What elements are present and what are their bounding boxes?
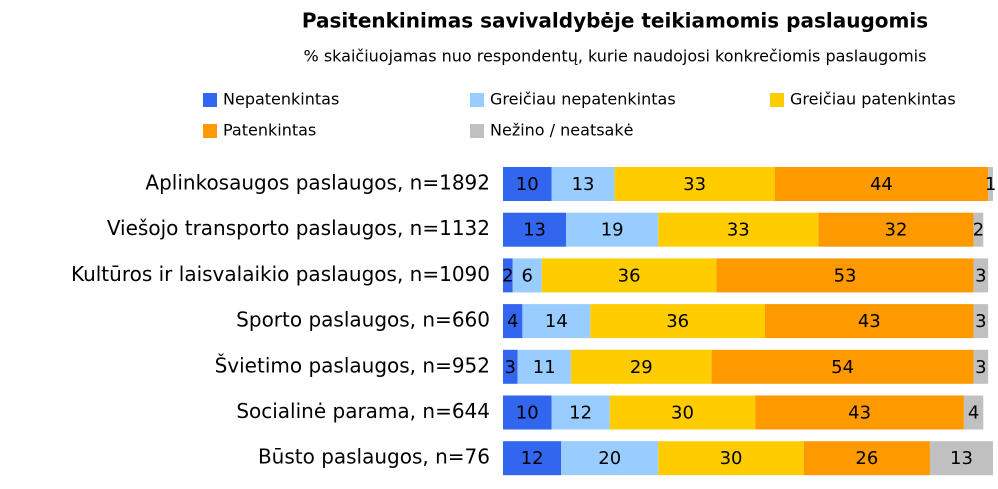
bar-segment [774,167,989,201]
bar-segment [566,212,659,247]
legend-label: Patenkintas [223,121,316,140]
value-label: 3 [505,357,516,378]
legend-label: Greičiau patenkintas [790,90,956,109]
bar-segment [818,212,974,247]
value-label: 4 [507,311,518,332]
value-label: 29 [630,357,653,378]
bar-segment [551,395,610,430]
value-label: 3 [975,357,986,378]
bar-segment [988,167,993,201]
value-label: 14 [545,311,568,332]
bar-segment [503,258,513,293]
bar-segment [711,349,974,384]
bar-segment [541,258,717,293]
bar-segment [551,167,615,201]
value-label: 2 [973,220,984,241]
bar-segment [973,258,989,293]
bar-segment [561,441,659,476]
category-label: Sporto paslaugos, n=660 [236,308,490,332]
bar-segment [590,304,765,339]
value-label: 13 [950,448,973,469]
bar-segment [973,212,984,247]
legend-swatch [770,93,784,107]
legend-label: Nežino / neatsakė [490,121,633,140]
value-label: 2 [502,265,513,286]
chart-subtitle: % skaičiuojamas nuo respondentų, kurie n… [304,47,927,66]
bar-segment [503,395,552,430]
bar-segment [522,304,591,339]
legend-swatch [470,124,484,138]
chart-title: Pasitenkinimas savivaldybėje teikiamomis… [302,9,928,33]
value-label: 11 [533,357,556,378]
category-label: Kultūros ir laisvalaikio paslaugos, n=10… [71,262,490,286]
value-label: 30 [671,403,694,424]
value-label: 4 [968,403,979,424]
bar-segment [658,212,819,247]
value-label: 44 [870,174,893,195]
bar-segment [803,441,930,476]
category-label: Aplinkosaugos paslaugos, n=1892 [145,171,490,195]
value-label: 1 [985,174,996,195]
value-label: 10 [516,403,539,424]
bar-segment [973,304,989,339]
legend-label: Nepatenkintas [223,90,339,109]
value-label: 12 [521,448,544,469]
bar-segment [929,441,993,476]
category-label: Švietimo paslaugos, n=952 [215,353,490,377]
value-label: 43 [848,403,871,424]
value-label: 19 [601,220,624,241]
category-label: Viešojo transporto paslaugos, n=1132 [107,216,490,240]
value-label: 10 [516,174,539,195]
value-label: 13 [572,174,595,195]
legend-label: Greičiau nepatenkintas [490,90,676,109]
bar-segment [503,167,552,201]
value-label: 20 [598,448,621,469]
value-label: 3 [975,311,986,332]
value-label: 43 [858,311,881,332]
bar-segment [716,258,974,293]
bar-segment [963,395,984,430]
value-label: 30 [720,448,743,469]
legend-swatch [203,93,217,107]
value-label: 26 [855,448,878,469]
category-label: Socialinė parama, n=644 [236,399,490,423]
value-label: 36 [666,311,689,332]
bar-segment [570,349,712,384]
bar-segment [517,349,571,384]
value-label: 6 [522,265,533,286]
value-label: 33 [683,174,706,195]
value-label: 32 [885,220,908,241]
value-label: 33 [727,220,750,241]
bar-segment [503,304,523,339]
value-label: 12 [569,403,592,424]
value-label: 13 [523,220,546,241]
bar-segment [609,395,756,430]
value-label: 36 [618,265,641,286]
bar-segment [755,395,964,430]
bar-segment [512,258,542,293]
category-label: Būsto paslaugos, n=76 [258,445,490,469]
legend-swatch [203,124,217,138]
bar-segment [503,212,567,247]
bar-segment [503,441,562,476]
bar-segment [973,349,989,384]
bar-segment [503,349,518,384]
value-label: 53 [834,265,857,286]
value-label: 3 [975,265,986,286]
bar-segment [658,441,804,476]
legend-swatch [470,93,484,107]
bar-segment [764,304,974,339]
bar-segment [614,167,775,201]
value-label: 54 [831,357,854,378]
